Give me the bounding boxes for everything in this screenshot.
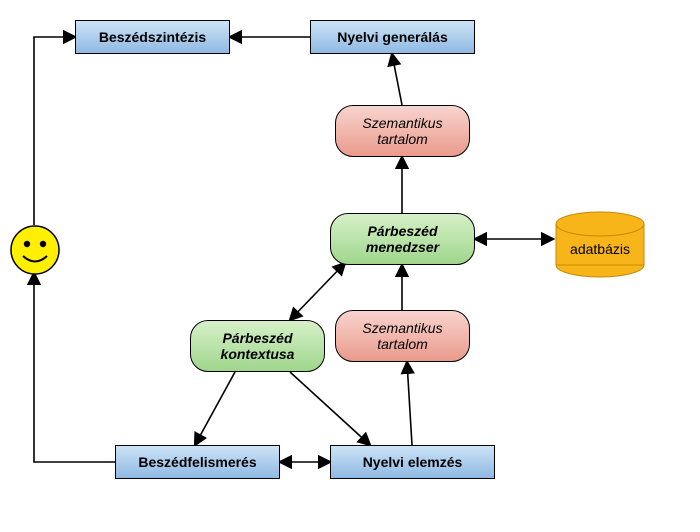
node-semantic-content-bottom: Szemantikustartalom xyxy=(335,310,470,362)
diagram-stage: Beszédszintézis Nyelvi generálás Szemant… xyxy=(0,0,700,532)
label: Szemantikustartalom xyxy=(362,115,442,147)
edge-smiley_top-speech_synth_left xyxy=(34,37,75,225)
node-speech-synthesis: Beszédszintézis xyxy=(75,20,230,54)
node-dialog-context: Párbeszédkontextusa xyxy=(190,320,325,372)
label: Beszédfelismerés xyxy=(138,454,256,470)
label: Szemantikustartalom xyxy=(362,320,442,352)
edge-dialog_ctx-lang_anal xyxy=(290,372,370,445)
edge-sem_top-lang_gen xyxy=(392,54,402,105)
edge-lang_anal-sem_bot xyxy=(407,362,412,445)
label: Párbeszédkontextusa xyxy=(221,330,295,362)
edge-smiley_bot-speech_rec_left xyxy=(34,273,115,462)
label: Párbeszédmenedzser xyxy=(366,223,439,255)
node-dialog-manager: Párbeszédmenedzser xyxy=(330,213,475,265)
label: Nyelvi generálás xyxy=(337,29,448,45)
database-label: adatbázis xyxy=(570,241,630,257)
label: Beszédszintézis xyxy=(99,29,206,45)
node-language-generation: Nyelvi generálás xyxy=(310,20,475,54)
node-semantic-content-top: Szemantikustartalom xyxy=(335,105,470,157)
node-language-analysis: Nyelvi elemzés xyxy=(330,445,495,479)
node-database: adatbázis xyxy=(555,210,645,285)
edge-dialog_ctx-speech_rec xyxy=(195,372,235,445)
node-speech-recognition: Beszédfelismerés xyxy=(115,445,280,479)
edge-dialog_mgr-dialog_ctx xyxy=(290,263,345,320)
smiley-icon xyxy=(10,225,60,275)
label: Nyelvi elemzés xyxy=(363,454,463,470)
